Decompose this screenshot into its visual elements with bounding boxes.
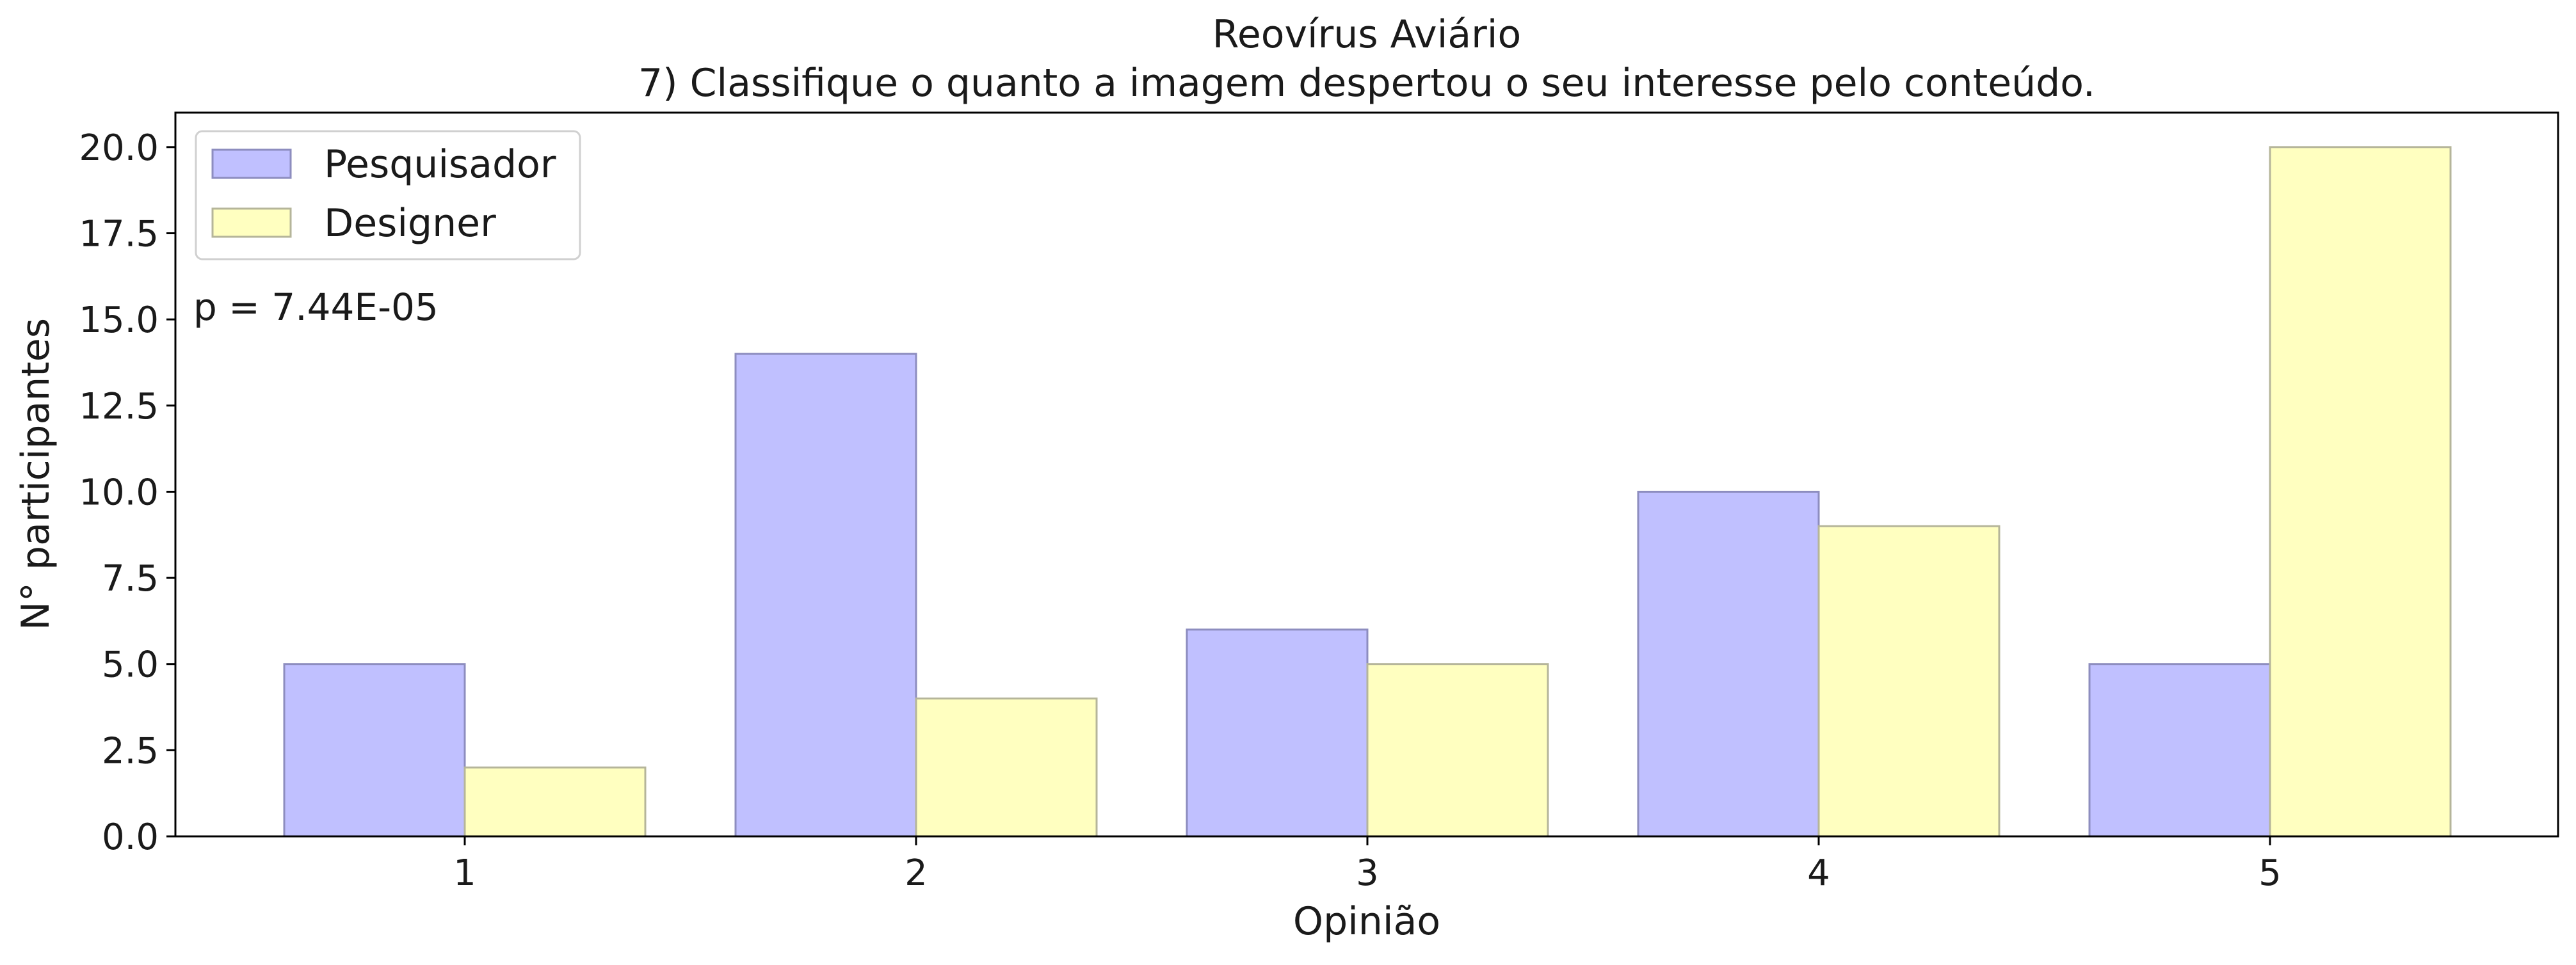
bar-designer-2 [915, 698, 1098, 838]
x-tick-label: 3 [1356, 852, 1379, 894]
bar-pesquisador-1 [283, 663, 466, 838]
chart-title: Reovírus Aviário [1212, 12, 1521, 57]
bar-pesquisador-4 [1637, 490, 1820, 838]
y-axis-label: N° participantes [13, 318, 58, 630]
y-tick-label: 5.0 [102, 644, 159, 686]
y-tick-label: 17.5 [79, 214, 159, 255]
chart-subtitle: 7) Classifique o quanto a imagem despert… [638, 61, 2095, 106]
x-axis-label: Opinião [1293, 899, 1440, 944]
legend-label-pesquisador: Pesquisador [324, 142, 556, 187]
legend-label-designer: Designer [324, 201, 496, 246]
bar-designer-4 [1817, 525, 2000, 838]
x-tick-label: 2 [905, 852, 928, 894]
bar-designer-5 [2269, 146, 2452, 838]
bar-designer-1 [463, 766, 647, 838]
p-value-annotation: p = 7.44E-05 [193, 285, 439, 329]
y-tick-label: 12.5 [79, 386, 159, 427]
bar-designer-3 [1366, 663, 1549, 838]
bar-pesquisador-3 [1186, 628, 1369, 838]
legend-swatch-pesquisador [211, 148, 292, 179]
bar-pesquisador-5 [2088, 663, 2271, 838]
y-tick-label: 20.0 [79, 127, 159, 169]
y-axis-ticks: 0.0 2.5 5.0 7.5 10.0 12.5 15.0 17.5 20.0 [79, 127, 175, 858]
y-tick-label: 0.0 [102, 817, 159, 858]
legend-swatch-designer [211, 207, 292, 238]
x-tick-label: 1 [453, 852, 476, 894]
bar-pesquisador-2 [734, 353, 917, 838]
y-tick-label: 7.5 [102, 558, 159, 600]
x-tick-label: 4 [1807, 852, 1830, 894]
y-tick-label: 2.5 [102, 730, 159, 772]
x-tick-label: 5 [2258, 852, 2282, 894]
y-tick-label: 15.0 [79, 299, 159, 341]
legend: Pesquisador Designer [195, 130, 581, 260]
legend-box [195, 130, 581, 260]
bars-layer [283, 146, 2452, 838]
y-tick-label: 10.0 [79, 472, 159, 513]
x-axis-ticks: 1 2 3 4 5 [453, 836, 2282, 894]
